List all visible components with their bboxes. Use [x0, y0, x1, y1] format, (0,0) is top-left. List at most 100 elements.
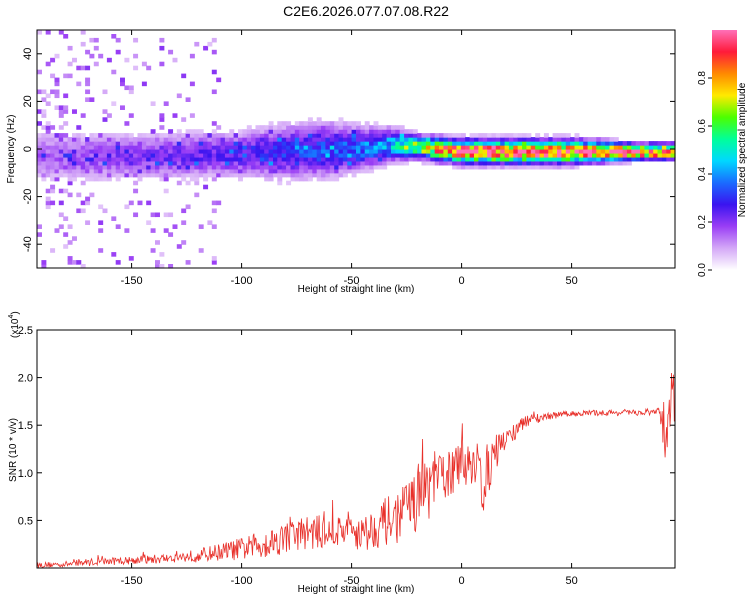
heatmap-cell	[58, 133, 64, 138]
heatmap-cell	[264, 133, 270, 138]
heatmap-cell	[299, 145, 305, 150]
heatmap-cell	[185, 160, 191, 166]
heatmap-cell	[238, 160, 243, 166]
heatmap-cell	[561, 141, 567, 146]
heatmap-cell	[181, 208, 187, 214]
heatmap-cell	[106, 156, 112, 162]
heatmap-cell	[373, 141, 379, 146]
heatmap-cell	[45, 160, 51, 166]
heatmap-cell	[618, 156, 624, 162]
heatmap-cell	[395, 156, 401, 162]
heatmap-cell	[41, 141, 47, 146]
heatmap-cell	[203, 141, 209, 146]
heatmap-cell	[150, 248, 156, 253]
heatmap-cell	[530, 160, 536, 166]
heatmap-cell	[268, 176, 274, 182]
heatmap-cell	[373, 125, 379, 130]
heatmap-cell	[163, 172, 169, 178]
heatmap-cell	[303, 172, 309, 178]
heatmap-cell	[54, 168, 60, 174]
heatmap-cell	[460, 137, 466, 142]
heatmap-cell	[251, 172, 257, 178]
heatmap-cell	[517, 164, 523, 170]
heatmap-cell	[299, 172, 305, 178]
heatmap-cell	[281, 125, 287, 130]
heatmap-cell	[72, 57, 77, 63]
heatmap-cell	[500, 141, 506, 146]
heatmap-cell	[277, 153, 283, 158]
heatmap-cell	[539, 141, 545, 146]
heatmap-cell	[504, 153, 510, 158]
heatmap-cell	[513, 160, 519, 166]
heatmap-cell	[137, 176, 143, 182]
heatmap-cell	[321, 160, 326, 166]
heatmap-cell	[194, 149, 200, 154]
heatmap-cell	[661, 141, 667, 146]
heatmap-cell	[58, 200, 64, 206]
heatmap-cell	[618, 145, 624, 150]
heatmap-cell	[574, 133, 580, 138]
heatmap-cell	[294, 160, 300, 166]
heatmap-cell	[325, 176, 331, 182]
heatmap-cell	[356, 121, 361, 126]
heatmap-cell	[251, 141, 257, 146]
heatmap-cell	[600, 137, 606, 142]
heatmap-cell	[211, 260, 217, 265]
heatmap-cell	[198, 145, 204, 150]
heatmap-cell	[321, 129, 326, 134]
heatmap-cell	[63, 133, 69, 138]
heatmap-cell	[417, 137, 423, 142]
heatmap-cell	[89, 176, 95, 182]
heatmap-cell	[303, 156, 309, 162]
heatmap-cell	[80, 180, 86, 186]
heatmap-cell	[238, 129, 243, 134]
heatmap-cell	[360, 125, 366, 130]
heatmap-cell	[552, 141, 558, 146]
heatmap-cell	[557, 164, 562, 170]
heatmap-cell	[76, 65, 82, 71]
heatmap-cell	[224, 153, 230, 158]
heatmap-cell	[434, 145, 440, 150]
heatmap-cell	[417, 149, 423, 154]
heatmap-cell	[382, 160, 388, 166]
heatmap-cell	[377, 160, 383, 166]
heatmap-cell	[465, 149, 471, 154]
heatmap-cell	[653, 149, 659, 154]
heatmap-cell	[80, 264, 86, 269]
heatmap-cell	[111, 141, 117, 146]
heatmap-cell	[238, 156, 243, 162]
heatmap-cell	[111, 168, 117, 174]
heatmap-cell	[517, 137, 523, 142]
heatmap-cell	[168, 264, 174, 269]
heatmap-cell	[76, 125, 82, 130]
heatmap-cell	[469, 156, 475, 162]
heatmap-cell	[264, 176, 270, 182]
heatmap-cell	[513, 137, 519, 142]
heatmap-cell	[120, 81, 125, 87]
heatmap-cell	[102, 160, 108, 166]
heatmap-cell	[41, 172, 47, 178]
heatmap-cell	[443, 133, 449, 138]
heatmap-cell	[106, 160, 112, 166]
heatmap-cell	[299, 137, 305, 142]
heatmap-cell	[286, 160, 292, 166]
heatmap-cell	[41, 89, 47, 95]
heatmap-cell	[168, 232, 174, 237]
heatmap-cell	[286, 168, 292, 174]
heatmap-cell	[329, 164, 335, 170]
heatmap-cell	[181, 133, 187, 138]
colorbar-tick-label: 0.2	[697, 215, 708, 229]
heatmap-cell	[561, 137, 567, 142]
heatmap-cell	[50, 156, 56, 162]
heatmap-cell	[430, 145, 436, 150]
heatmap-cell	[653, 145, 659, 150]
heatmap-cell	[259, 133, 265, 138]
colorbar-tick-label: 0.8	[697, 71, 708, 85]
heatmap-cell	[391, 153, 396, 158]
heatmap-cell	[224, 164, 230, 170]
heatmap-cell	[133, 164, 139, 170]
heatmap-cell	[150, 129, 156, 134]
heatmap-cell	[391, 149, 396, 154]
heatmap-cell	[351, 168, 357, 174]
heatmap-cell	[246, 133, 252, 138]
